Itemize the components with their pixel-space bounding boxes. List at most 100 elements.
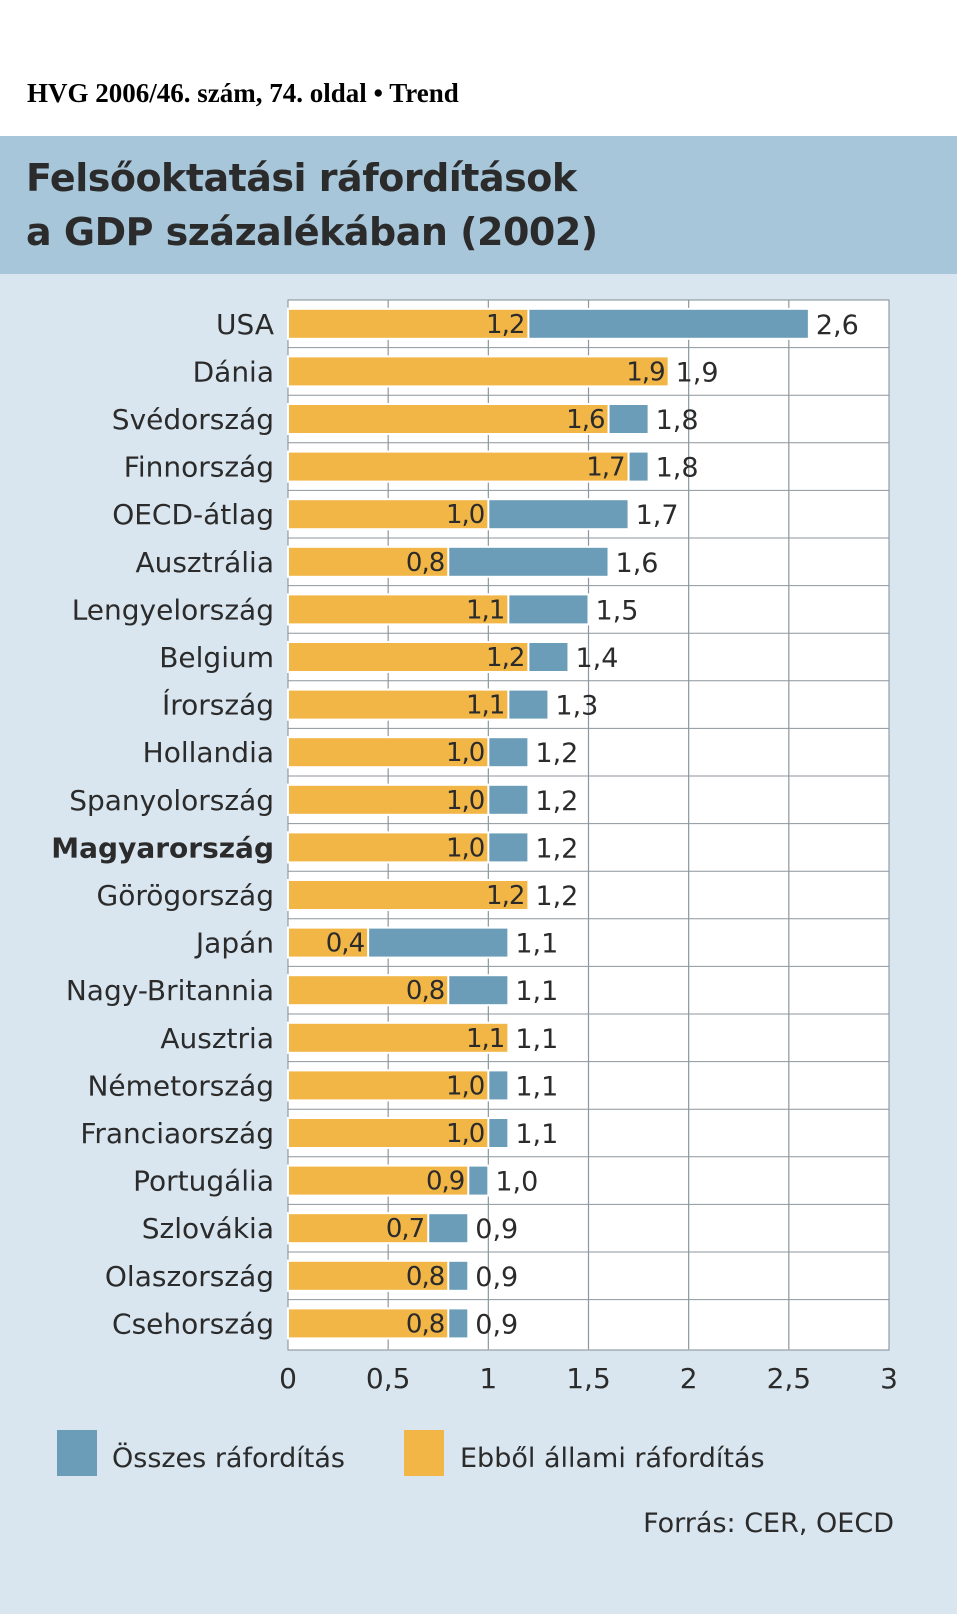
- bar-total-label: 1,5: [596, 595, 639, 626]
- legend-swatch-total: [57, 1430, 97, 1476]
- category-label: Belgium: [159, 641, 274, 674]
- bar-public: [287, 1069, 490, 1102]
- bar-total-label: 0,9: [475, 1214, 518, 1245]
- category-label: Magyarország: [51, 831, 274, 864]
- bar-total-label: 1,7: [636, 500, 679, 531]
- bar-total-label: 0,9: [475, 1309, 518, 1340]
- category-label: Görögország: [97, 879, 275, 912]
- bar-public: [287, 545, 450, 578]
- bar-public-label: 1,6: [566, 405, 604, 435]
- bar-total-label: 1,4: [575, 643, 618, 674]
- category-label: Franciaország: [80, 1117, 274, 1150]
- bar-public: [287, 974, 450, 1007]
- bar-public: [287, 1021, 510, 1054]
- bar-public-label: 0,8: [406, 548, 444, 578]
- bar-public: [287, 450, 630, 483]
- bar-public-label: 0,4: [326, 929, 365, 959]
- legend-label-public: Ebből állami ráfordítás: [460, 1443, 765, 1474]
- bar-public: [287, 403, 610, 435]
- bar-public: [287, 593, 510, 626]
- bar-public: [287, 641, 530, 673]
- category-label: OECD-átlag: [112, 498, 274, 531]
- category-label: Dánia: [193, 355, 274, 388]
- bar-public-label: 1,0: [446, 500, 484, 530]
- bar-public-label: 1,0: [446, 1119, 484, 1149]
- category-label: Olaszország: [105, 1260, 274, 1293]
- bar-total-label: 1,2: [535, 786, 578, 817]
- bar-public: [287, 831, 490, 864]
- bar-public: [287, 1117, 490, 1149]
- bar-public-label: 1,0: [446, 738, 484, 768]
- x-tick-label: 1,5: [566, 1362, 611, 1395]
- bar-public-label: 1,0: [446, 786, 484, 816]
- bar-public: [287, 688, 510, 721]
- bar-total-label: 1,2: [535, 833, 578, 864]
- category-label: Ausztrália: [135, 546, 274, 579]
- bar-total-label: 0,9: [475, 1262, 518, 1293]
- bar-total-label: 1,2: [535, 738, 578, 769]
- bar-public-label: 0,8: [406, 1262, 444, 1292]
- bar-public: [287, 1212, 430, 1245]
- category-label: Németország: [87, 1069, 274, 1102]
- bar-public-label: 1,2: [486, 643, 524, 673]
- bar-public-label: 1,1: [466, 691, 504, 721]
- category-label: Portugália: [133, 1165, 274, 1198]
- category-label: Finnország: [124, 451, 274, 484]
- x-tick-label: 1: [479, 1362, 497, 1395]
- bar-total-label: 1,3: [555, 691, 598, 722]
- bar-public-label: 1,0: [446, 1071, 484, 1101]
- bar-public: [287, 736, 490, 769]
- category-label: Nagy-Britannia: [66, 974, 274, 1007]
- bar-total-label: 1,0: [495, 1167, 538, 1198]
- bar-public-label: 1,9: [626, 357, 664, 387]
- category-label: Hollandia: [143, 736, 274, 769]
- bar-public: [287, 1164, 470, 1197]
- category-label: Spanyolország: [69, 784, 274, 817]
- category-label: Ausztria: [160, 1022, 274, 1055]
- bar-total-label: 1,1: [515, 1071, 558, 1102]
- bar-chart: 1,2 2,6 1,9 1,9 1,6 1,8 1,7 1,8 1,0 1,7 0,8 1,6 1,1 1…: [51, 299, 898, 1539]
- title-band: Felsőoktatási ráfordítások a GDP százalé…: [0, 136, 957, 274]
- category-label: USA: [216, 308, 274, 341]
- chart-title-line1: Felsőoktatási ráfordítások: [26, 156, 577, 200]
- bar-public: [287, 1259, 450, 1292]
- bar-public-label: 1,7: [586, 453, 624, 483]
- bar-public-label: 1,1: [466, 1024, 504, 1054]
- category-label: Japán: [194, 927, 274, 960]
- category-label: Svédország: [112, 403, 274, 436]
- x-tick-label: 2: [680, 1362, 698, 1395]
- category-label: Csehország: [112, 1307, 274, 1340]
- category-label: Írország: [162, 688, 274, 722]
- legend-swatch-public: [404, 1430, 444, 1476]
- bar-total-label: 1,2: [535, 881, 578, 912]
- x-tick-label: 2,5: [767, 1362, 812, 1395]
- bar-total-label: 1,1: [515, 1119, 558, 1150]
- bar-public-label: 1,2: [486, 881, 524, 911]
- bar-public: [287, 879, 530, 911]
- bar-public-label: 0,8: [406, 1309, 444, 1339]
- bar-public-label: 1,0: [446, 833, 484, 863]
- x-tick-label: 0: [279, 1362, 297, 1395]
- category-label: Szlovákia: [142, 1212, 274, 1245]
- legend-label-total: Összes ráfordítás: [112, 1442, 345, 1474]
- x-tick-label: 0,5: [366, 1362, 411, 1395]
- bar-public: [287, 1307, 450, 1340]
- bar-total-label: 1,8: [656, 405, 699, 436]
- page-caption: HVG 2006/46. szám, 74. oldal • Trend: [27, 78, 459, 108]
- chart-panel: 1,2 2,6 1,9 1,9 1,6 1,8 1,7 1,8 1,0 1,7 0,8 1,6 1,1 1…: [0, 274, 957, 1614]
- bar-total-label: 1,8: [656, 453, 699, 484]
- bar-public-label: 0,8: [406, 976, 444, 1006]
- bar-public: [287, 498, 490, 531]
- bar-public-label: 0,9: [426, 1167, 464, 1197]
- x-tick-label: 3: [880, 1362, 898, 1395]
- bar-total-label: 1,6: [616, 548, 659, 579]
- bar-total-label: 1,1: [515, 976, 558, 1007]
- bar-total-label: 1,9: [676, 357, 719, 388]
- bar-total-label: 1,1: [515, 1024, 558, 1055]
- bar-public-label: 1,2: [486, 310, 524, 340]
- category-label: Lengyelország: [72, 593, 274, 626]
- bar-total-label: 2,6: [816, 310, 859, 341]
- bar-public-label: 1,1: [466, 595, 504, 625]
- bar-public: [287, 926, 370, 959]
- chart-title-line2: a GDP százalékában (2002): [26, 210, 598, 254]
